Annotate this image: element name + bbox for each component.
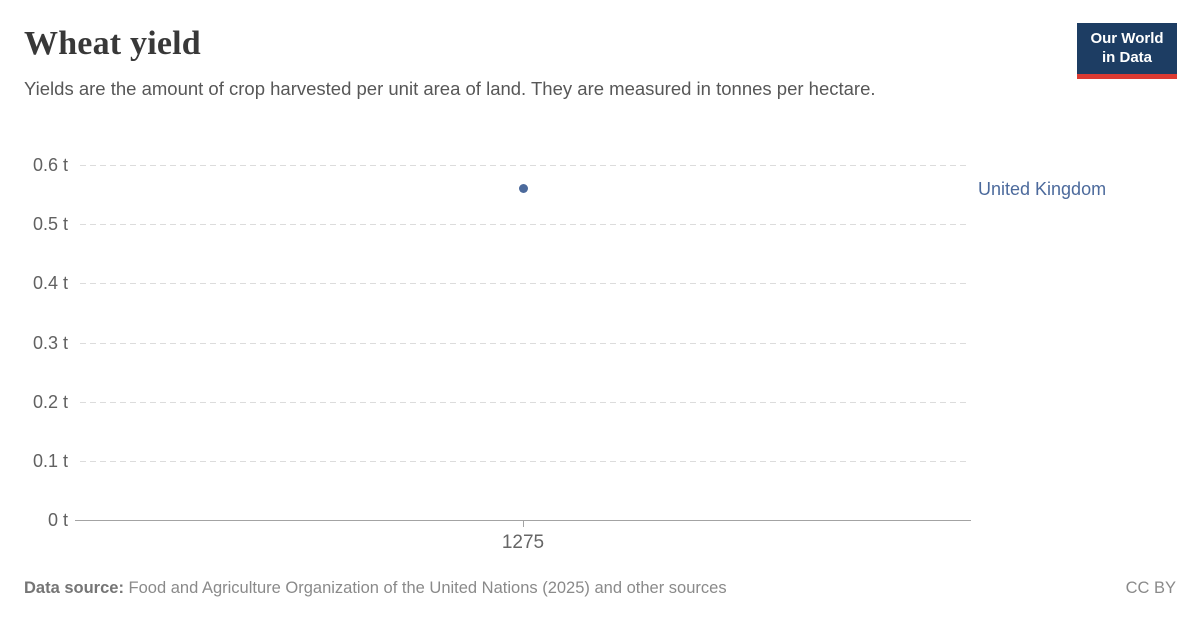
x-axis-tick (523, 521, 524, 527)
y-grid-row: 0.2 t (0, 392, 1200, 412)
y-grid-row: 0.6 t (0, 155, 1200, 175)
data-source-label: Data source: (24, 579, 124, 597)
owid-logo[interactable]: Our World in Data (1077, 23, 1177, 79)
y-gridline (80, 401, 970, 403)
chart-subtitle: Yields are the amount of crop harvested … (24, 78, 876, 99)
y-axis-tick-label: 0.5 t (32, 214, 68, 235)
y-axis-tick-label: 0.3 t (32, 332, 68, 353)
y-grid-row: 0 t (0, 510, 1200, 530)
data-source: Data source: Food and Agriculture Organi… (24, 579, 727, 598)
y-grid-row: 0.4 t (0, 273, 1200, 293)
y-grid-row: 0.3 t (0, 333, 1200, 353)
y-axis-tick-label: 0.6 t (32, 155, 68, 175)
y-axis-tick-label: 0.1 t (32, 450, 68, 471)
y-grid-row: 0.1 t (0, 451, 1200, 471)
y-gridline (80, 460, 970, 462)
x-axis-line (75, 520, 971, 521)
y-grid-row: 0.5 t (0, 214, 1200, 234)
y-gridline (80, 165, 970, 166)
y-gridline (80, 283, 970, 285)
license-link[interactable]: CC BY (1125, 579, 1176, 597)
owid-logo-line2: in Data (1101, 48, 1152, 66)
y-gridline (80, 342, 970, 344)
owid-logo-line1: Our World (1090, 30, 1164, 47)
y-axis-tick-label: 0 t (47, 510, 68, 530)
x-axis-tick-label: 1275 (501, 532, 545, 553)
y-gridline (80, 224, 970, 226)
page-title: Wheat yield (24, 25, 201, 62)
y-axis-tick-label: 0.2 t (32, 391, 68, 412)
data-source-text: Food and Agriculture Organization of the… (128, 579, 727, 597)
chart-footer: Data source: Food and Agriculture Organi… (24, 579, 1176, 598)
series-label-united-kingdom[interactable]: United Kingdom (978, 178, 1107, 199)
y-axis-tick-label: 0.4 t (32, 273, 68, 294)
data-point-united-kingdom[interactable] (518, 184, 528, 194)
